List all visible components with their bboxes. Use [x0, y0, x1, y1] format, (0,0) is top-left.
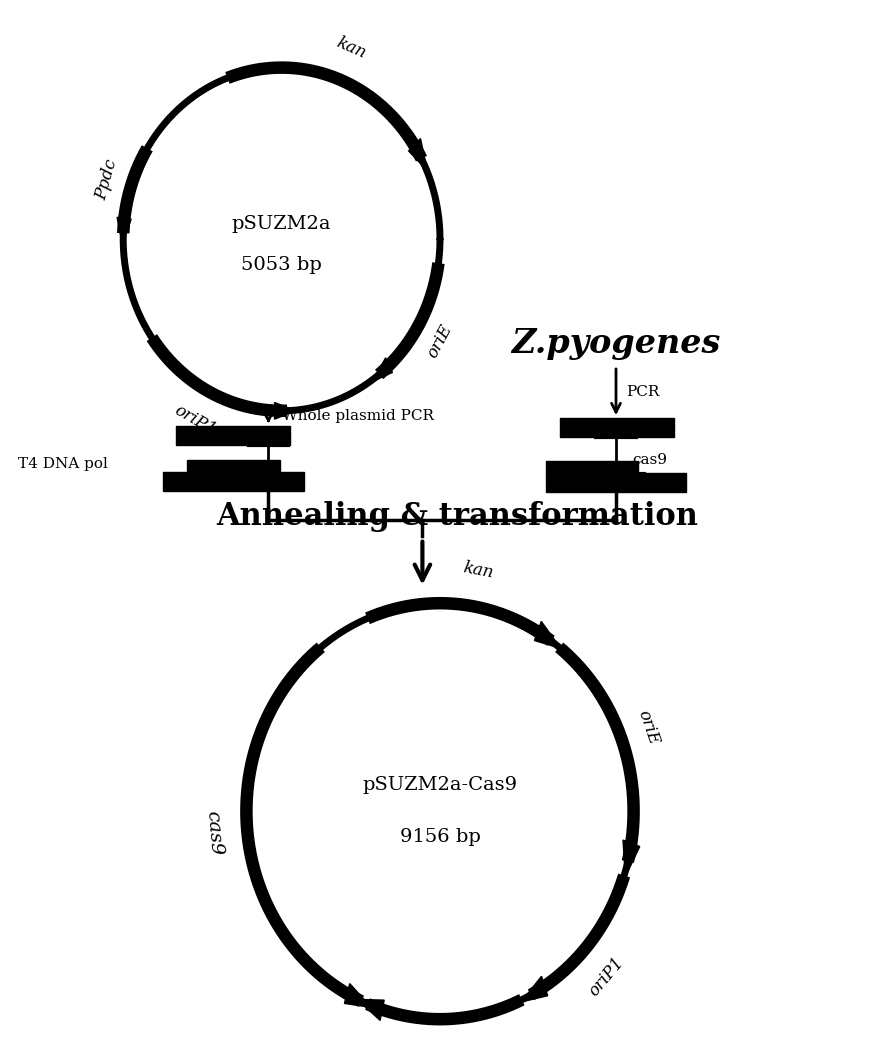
Polygon shape	[357, 999, 385, 1020]
Text: kan: kan	[462, 560, 495, 581]
Text: pSUZM2a-Cas9: pSUZM2a-Cas9	[363, 776, 517, 795]
Text: oriE: oriE	[424, 321, 456, 361]
Polygon shape	[117, 217, 131, 245]
Polygon shape	[521, 977, 547, 1002]
Text: oriP1: oriP1	[171, 402, 218, 439]
Bar	[546, 461, 638, 473]
Text: PCR: PCR	[627, 385, 660, 399]
Text: Annealing & transformation: Annealing & transformation	[216, 501, 699, 532]
Text: Ppdc: Ppdc	[92, 157, 121, 202]
Text: Whole plasmid PCR: Whole plasmid PCR	[282, 409, 434, 423]
Bar	[163, 472, 304, 491]
Text: T4 DNA pol: T4 DNA pol	[18, 458, 107, 471]
Bar	[560, 418, 674, 437]
Polygon shape	[623, 840, 640, 877]
Text: kan: kan	[334, 34, 369, 62]
Text: cas9: cas9	[203, 810, 224, 856]
Text: cas9: cas9	[632, 452, 667, 467]
Polygon shape	[408, 138, 427, 171]
Text: pSUZM2a: pSUZM2a	[231, 214, 332, 233]
Text: Z.pyogenes: Z.pyogenes	[511, 327, 721, 360]
Bar	[176, 426, 290, 445]
Bar	[187, 460, 280, 472]
Text: 5053 bp: 5053 bp	[241, 256, 322, 275]
Text: 9156 bp: 9156 bp	[400, 828, 480, 847]
Text: oriE: oriE	[634, 708, 662, 747]
Polygon shape	[372, 358, 392, 382]
Polygon shape	[275, 402, 296, 419]
Polygon shape	[534, 621, 561, 648]
Polygon shape	[344, 984, 371, 1008]
Text: oriP1: oriP1	[585, 954, 627, 999]
Bar	[546, 473, 686, 492]
